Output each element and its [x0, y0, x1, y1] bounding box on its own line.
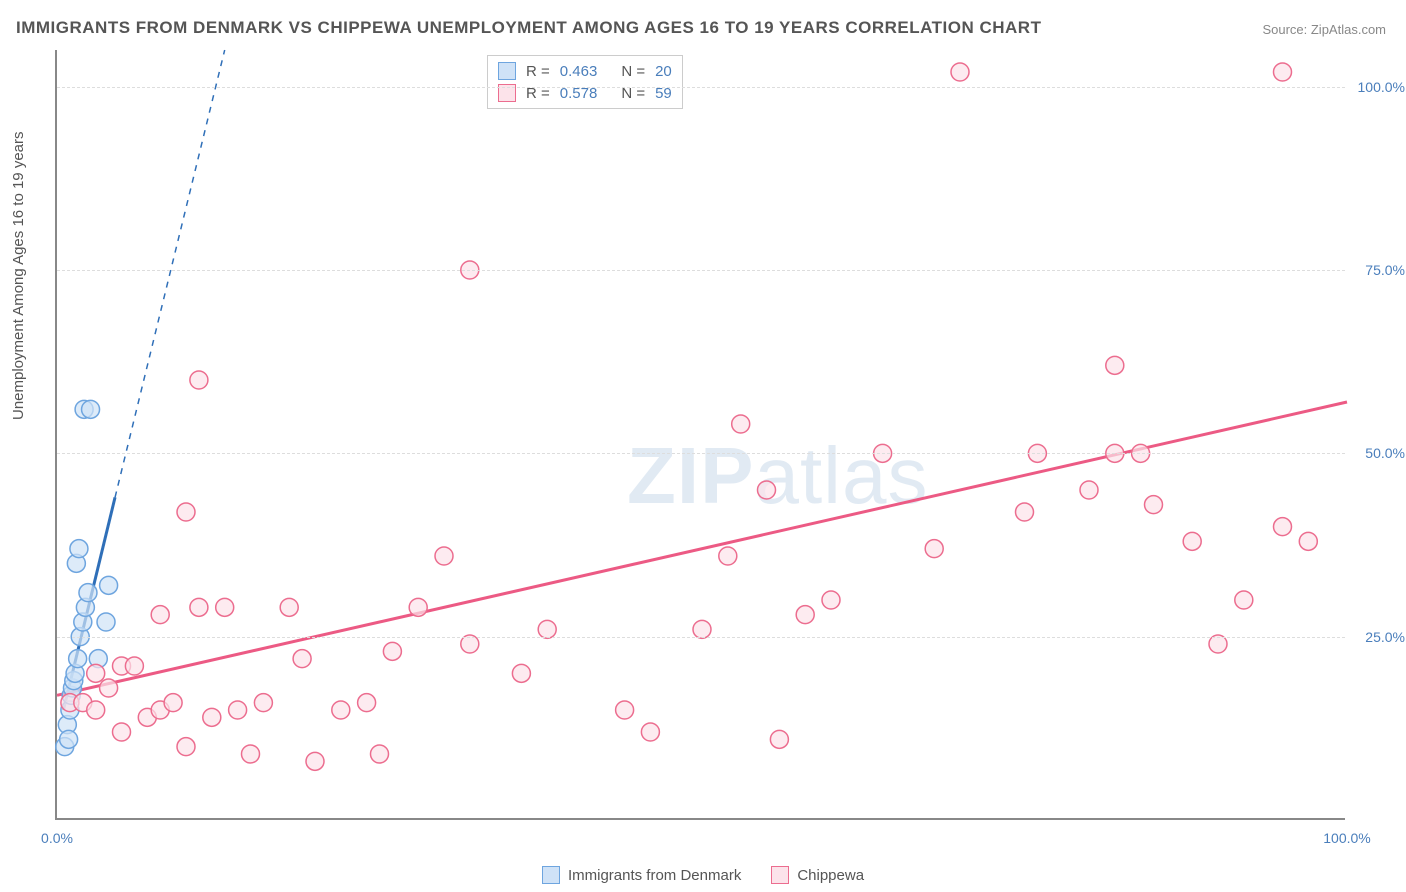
- r-label: R =: [526, 63, 550, 80]
- x-tick-label: 100.0%: [1323, 830, 1370, 846]
- data-point: [1183, 532, 1201, 550]
- chart-area: ZIPatlas R = 0.463N = 20R = 0.578N = 59 …: [55, 50, 1345, 820]
- series-swatch: [498, 62, 516, 80]
- data-point: [190, 371, 208, 389]
- chart-title: IMMIGRANTS FROM DENMARK VS CHIPPEWA UNEM…: [16, 18, 1041, 38]
- correlation-row: R = 0.463 N = 20: [498, 60, 672, 82]
- y-tick-label: 50.0%: [1365, 445, 1405, 461]
- source-label: Source: ZipAtlas.com: [1262, 22, 1386, 37]
- data-point: [293, 650, 311, 668]
- data-point: [1106, 356, 1124, 374]
- data-point: [1080, 481, 1098, 499]
- data-point: [229, 701, 247, 719]
- gridline: [57, 453, 1345, 454]
- data-point: [306, 752, 324, 770]
- data-point: [100, 679, 118, 697]
- data-point: [177, 503, 195, 521]
- data-point: [164, 694, 182, 712]
- data-point: [60, 730, 78, 748]
- data-point: [538, 620, 556, 638]
- data-point: [1274, 63, 1292, 81]
- data-point: [732, 415, 750, 433]
- data-point: [125, 657, 143, 675]
- legend-label: Chippewa: [797, 867, 864, 884]
- data-point: [616, 701, 634, 719]
- data-point: [151, 606, 169, 624]
- data-point: [280, 598, 298, 616]
- data-point: [177, 738, 195, 756]
- data-point: [87, 664, 105, 682]
- data-point: [113, 723, 131, 741]
- data-point: [1016, 503, 1034, 521]
- data-point: [719, 547, 737, 565]
- x-tick-label: 0.0%: [41, 830, 73, 846]
- gridline: [57, 637, 1345, 638]
- trend-line: [57, 402, 1347, 695]
- trend-line-extension: [115, 50, 225, 497]
- series-legend: Immigrants from Denmark Chippewa: [0, 866, 1406, 884]
- data-point: [383, 642, 401, 660]
- correlation-row: R = 0.578N = 59: [498, 82, 672, 104]
- y-tick-label: 100.0%: [1358, 79, 1405, 95]
- data-point: [822, 591, 840, 609]
- data-point: [1299, 532, 1317, 550]
- plot-region: ZIPatlas R = 0.463N = 20R = 0.578N = 59 …: [55, 50, 1345, 820]
- data-point: [100, 576, 118, 594]
- y-tick-label: 25.0%: [1365, 629, 1405, 645]
- data-point: [82, 400, 100, 418]
- data-point: [435, 547, 453, 565]
- chart-container: IMMIGRANTS FROM DENMARK VS CHIPPEWA UNEM…: [0, 0, 1406, 892]
- data-point: [770, 730, 788, 748]
- data-point: [693, 620, 711, 638]
- data-point: [1235, 591, 1253, 609]
- legend-item: Chippewa: [771, 866, 864, 884]
- data-point: [1145, 496, 1163, 514]
- legend-label: Immigrants from Denmark: [568, 867, 741, 884]
- data-point: [512, 664, 530, 682]
- data-point: [242, 745, 260, 763]
- gridline: [57, 270, 1345, 271]
- data-point: [758, 481, 776, 499]
- data-point: [87, 701, 105, 719]
- n-label: N =: [621, 63, 645, 80]
- data-point: [358, 694, 376, 712]
- data-point: [925, 540, 943, 558]
- data-point: [1209, 635, 1227, 653]
- data-point: [70, 540, 88, 558]
- data-point: [1274, 518, 1292, 536]
- data-point: [69, 650, 87, 668]
- r-value: 0.463: [560, 63, 598, 80]
- data-point: [203, 708, 221, 726]
- legend-swatch: [771, 866, 789, 884]
- data-point: [79, 584, 97, 602]
- data-point: [796, 606, 814, 624]
- correlation-legend: R = 0.463 N = 20 R = 0.578N = 59: [487, 55, 683, 109]
- data-point: [951, 63, 969, 81]
- data-point: [190, 598, 208, 616]
- n-value: 20: [655, 63, 672, 80]
- plot-svg: [57, 50, 1347, 820]
- data-point: [216, 598, 234, 616]
- data-point: [641, 723, 659, 741]
- data-point: [97, 613, 115, 631]
- y-tick-label: 75.0%: [1365, 262, 1405, 278]
- legend-item: Immigrants from Denmark: [542, 866, 741, 884]
- data-point: [461, 635, 479, 653]
- data-point: [254, 694, 272, 712]
- gridline: [57, 87, 1345, 88]
- data-point: [332, 701, 350, 719]
- y-axis-label: Unemployment Among Ages 16 to 19 years: [10, 131, 27, 420]
- data-point: [371, 745, 389, 763]
- legend-swatch: [542, 866, 560, 884]
- data-point: [409, 598, 427, 616]
